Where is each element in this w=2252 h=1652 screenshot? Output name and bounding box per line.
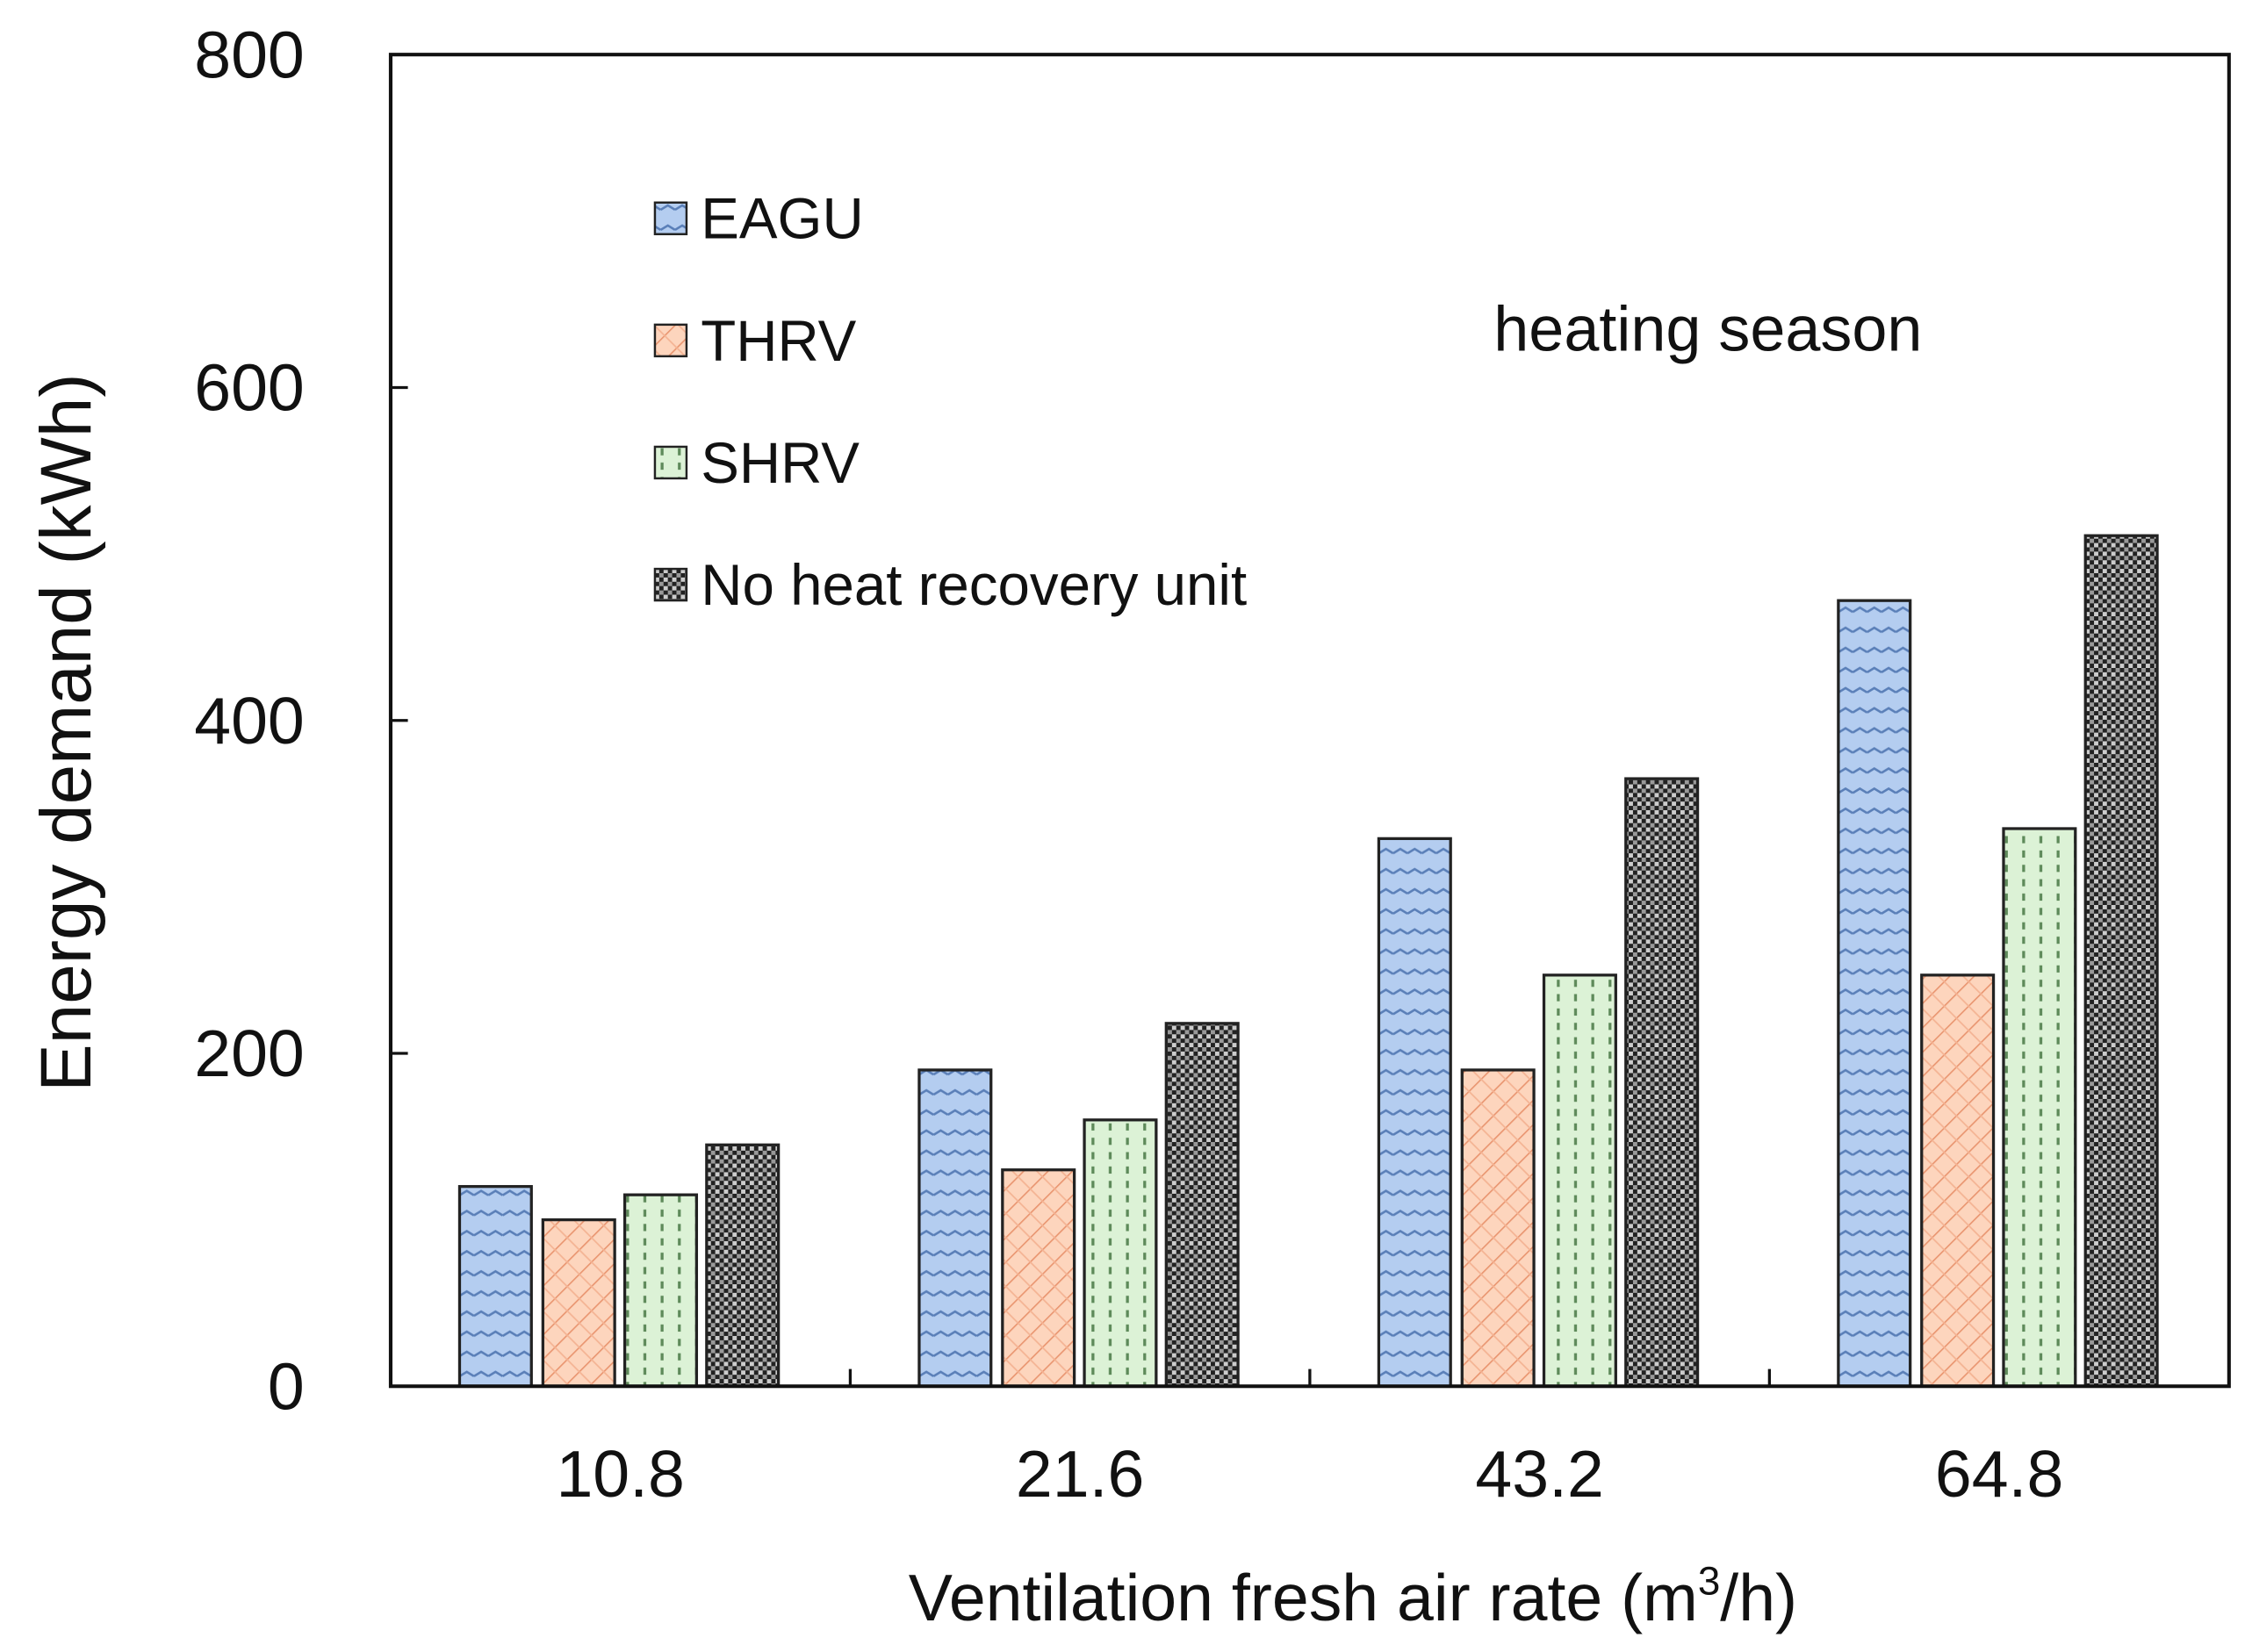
y-tick-label: 800 [194, 18, 305, 91]
bar-thrv-10.8 [541, 1217, 616, 1388]
x-axis-label-sup: 3 [1698, 1559, 1720, 1604]
x-tick-label: 64.8 [1935, 1437, 2063, 1511]
bar-shrv-43.2 [1542, 973, 1617, 1388]
legend-label-2: SHRV [701, 431, 860, 495]
x-axis-label-end: /h) [1720, 1561, 1797, 1634]
y-tick-label: 400 [194, 684, 305, 758]
legend-label-0: EAGU [701, 187, 863, 251]
bar-shrv-64.8 [2002, 827, 2077, 1388]
bar-no-heat-recovery-unit-21.6 [1164, 1022, 1240, 1388]
bar-eagu-43.2 [1377, 837, 1452, 1388]
bar-no-heat-recovery-unit-43.2 [1624, 777, 1700, 1388]
bar-eagu-21.6 [917, 1068, 993, 1388]
legend-swatch-2 [653, 445, 688, 480]
legend-swatch-0 [653, 201, 688, 235]
bar-thrv-21.6 [1001, 1168, 1076, 1388]
y-tick-label: 0 [268, 1349, 305, 1423]
bar-thrv-64.8 [1920, 973, 1996, 1388]
legend-label-1: THRV [701, 309, 856, 373]
bar-eagu-10.8 [457, 1185, 533, 1388]
bar-no-heat-recovery-unit-64.8 [2083, 534, 2159, 1388]
legend-swatch-3 [653, 567, 688, 602]
y-tick-label: 600 [194, 351, 305, 425]
bar-thrv-43.2 [1460, 1068, 1536, 1388]
legend-swatch-1 [653, 323, 688, 358]
legend-label-3: No heat recovery unit [701, 553, 1247, 617]
bar-no-heat-recovery-unit-10.8 [705, 1143, 781, 1388]
bar-shrv-10.8 [622, 1193, 699, 1388]
x-axis-label-main: Ventilation fresh air rate (m [909, 1561, 1698, 1634]
bar-eagu-64.8 [1837, 599, 1912, 1388]
x-tick-label: 10.8 [556, 1437, 684, 1511]
x-tick-label: 43.2 [1475, 1437, 1603, 1511]
bar-shrv-21.6 [1083, 1118, 1158, 1388]
x-tick-label: 21.6 [1016, 1437, 1144, 1511]
x-axis-label: Ventilation fresh air rate (m3/h) [909, 1559, 1797, 1634]
y-tick-label: 200 [194, 1016, 305, 1090]
y-axis-label: Energy demand (kWh) [26, 373, 106, 1091]
annotation-heating-season: heating season [1493, 294, 1922, 364]
